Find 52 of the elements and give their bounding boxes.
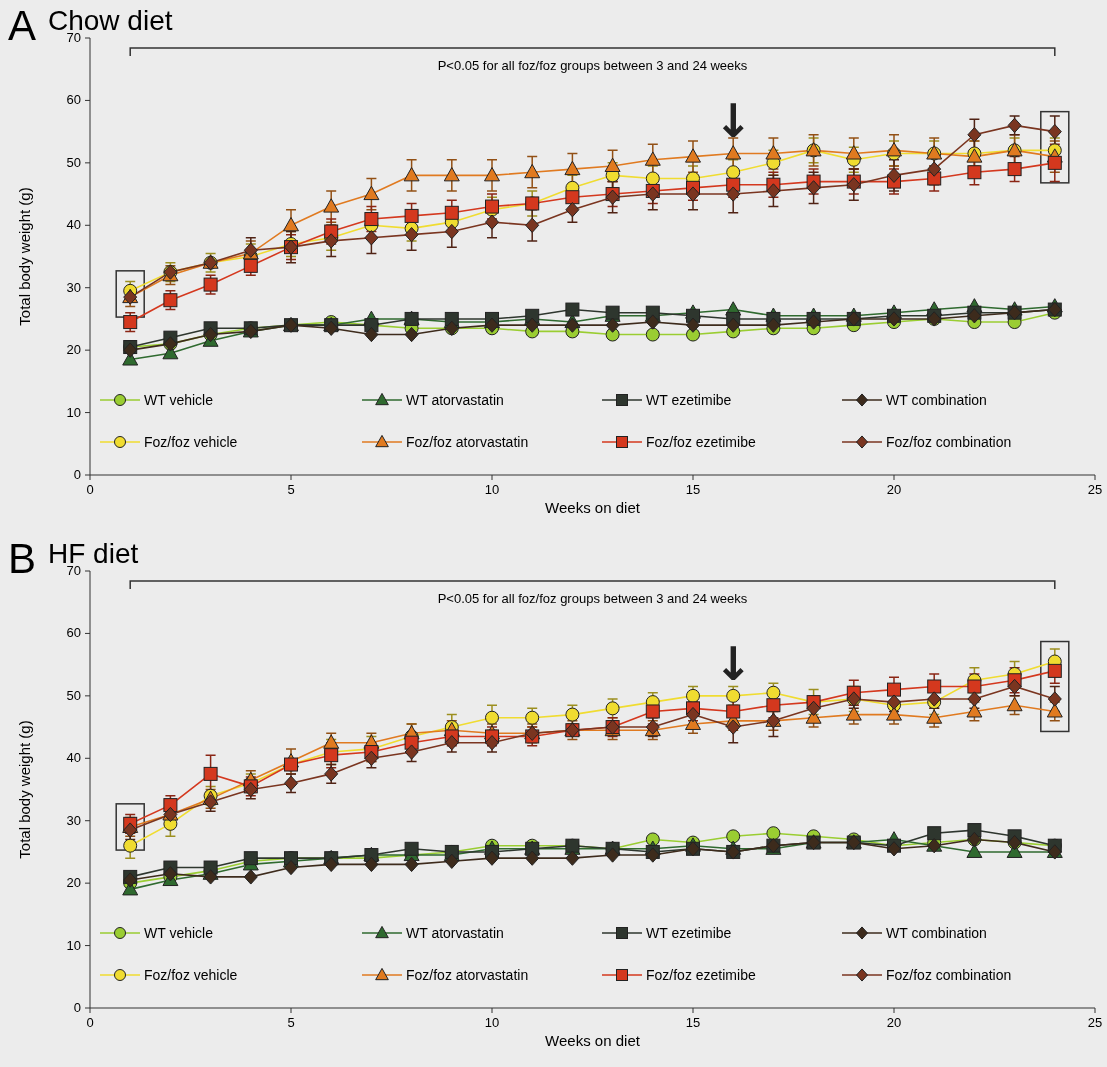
- x-tick-label: 20: [886, 1015, 902, 1030]
- legend-label: WT combination: [886, 925, 987, 941]
- annotation: ↓: [713, 94, 753, 149]
- y-axis-title: Total body weight (g): [16, 720, 33, 859]
- legend-label: Foz/foz vehicle: [144, 434, 238, 450]
- legend-label: Foz/foz combination: [886, 967, 1012, 983]
- legend-label: Foz/foz ezetimibe: [646, 967, 756, 983]
- annotation: ↓: [713, 636, 753, 691]
- x-tick-label: 0: [86, 482, 94, 497]
- y-tick-label: 50: [66, 154, 81, 170]
- x-tick-label: 15: [685, 1015, 701, 1030]
- legend-label: WT vehicle: [144, 925, 214, 941]
- legend-label: WT ezetimibe: [646, 392, 732, 408]
- y-tick-label: 20: [66, 875, 81, 891]
- x-tick-label: 25: [1087, 482, 1103, 497]
- x-tick-label: 15: [685, 482, 701, 497]
- x-tick-label: 5: [287, 1015, 295, 1030]
- y-tick-label: 30: [66, 812, 81, 828]
- legend-label: WT combination: [886, 392, 987, 408]
- y-tick-label: 50: [66, 687, 81, 703]
- y-tick-label: 20: [66, 342, 81, 358]
- legend-label: WT ezetimibe: [646, 925, 732, 941]
- x-tick-label: 10: [484, 1015, 500, 1030]
- y-tick-label: 30: [66, 279, 81, 295]
- text: A: [8, 2, 37, 49]
- y-tick-label: 40: [66, 217, 81, 233]
- y-tick-label: 10: [66, 404, 81, 420]
- legend-label: WT atorvastatin: [406, 392, 504, 408]
- x-tick-label: 5: [287, 482, 295, 497]
- y-tick-label: 0: [73, 1000, 81, 1015]
- x-tick-label: 0: [86, 1015, 94, 1030]
- legend-label: Foz/foz atorvastatin: [406, 967, 529, 983]
- legend-label: Foz/foz combination: [886, 434, 1012, 450]
- y-tick-label: 60: [66, 625, 81, 641]
- x-tick-label: 25: [1087, 1015, 1103, 1030]
- y-tick-label: 40: [66, 750, 81, 766]
- text: B: [8, 535, 37, 582]
- y-tick-label: 10: [66, 937, 81, 953]
- legend-label: WT atorvastatin: [406, 925, 504, 941]
- y-axis-title: Total body weight (g): [16, 187, 33, 326]
- y-tick-label: 60: [66, 92, 81, 108]
- x-axis-title: Weeks on diet: [545, 1032, 641, 1049]
- legend-label: Foz/foz atorvastatin: [406, 434, 529, 450]
- x-axis-title: Weeks on diet: [545, 499, 641, 516]
- legend-label: Foz/foz vehicle: [144, 967, 238, 983]
- x-tick-label: 10: [484, 482, 500, 497]
- legend-label: WT vehicle: [144, 392, 214, 408]
- y-tick-label: 0: [73, 467, 81, 482]
- x-tick-label: 20: [886, 482, 902, 497]
- annotation: P<0.05 for all foz/foz groups between 3 and 24 weeks: [437, 591, 748, 606]
- annotation: P<0.05 for all foz/foz groups between 3 and 24 weeks: [437, 58, 748, 73]
- legend-label: Foz/foz ezetimibe: [646, 434, 756, 450]
